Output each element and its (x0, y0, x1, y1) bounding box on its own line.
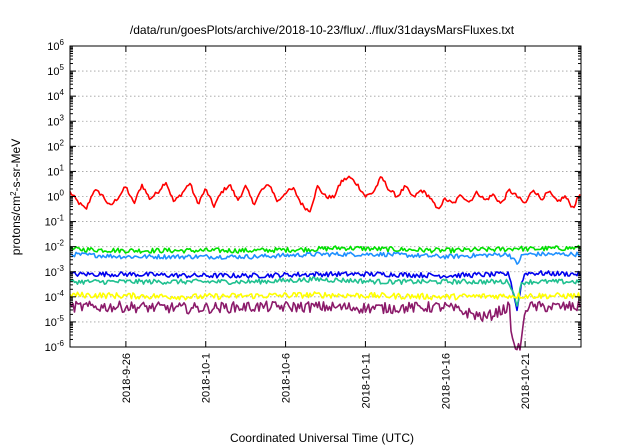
y-tick-label: 10-6 (45, 339, 65, 354)
y-tick-exponent: 3 (60, 113, 65, 122)
y-tick-base: 10 (45, 242, 57, 254)
y-tick-label: 101 (47, 163, 64, 178)
y-tick-exponent: 2 (60, 138, 65, 147)
y-tick-label: 103 (47, 113, 64, 128)
tick-marks (70, 45, 581, 348)
x-tick-label: 2018-10-1 (201, 353, 213, 403)
y-tick-labels: 10-610-510-410-310-210-11001011021031041… (45, 38, 65, 354)
y-tick-base: 10 (47, 116, 59, 128)
series-line-5 (69, 276, 581, 307)
y-tick-label: 10-3 (45, 264, 65, 279)
y-tick-base: 10 (47, 41, 59, 53)
series-line-7 (69, 300, 581, 351)
series-line-2 (69, 244, 581, 254)
x-tick-label: 2018-10-16 (440, 353, 452, 409)
series-line-3 (69, 251, 581, 265)
x-tick-label: 2018-10-11 (360, 353, 372, 408)
x-tick-label: 2018-9-26 (121, 353, 133, 403)
y-tick-label: 106 (47, 38, 64, 53)
y-tick-exponent: 5 (60, 63, 65, 72)
y-tick-base: 10 (45, 292, 57, 304)
y-tick-exponent: -1 (57, 214, 65, 223)
y-tick-label: 102 (47, 138, 64, 153)
x-tick-label: 2018-10-6 (281, 353, 293, 403)
y-axis-title-sup: 2 (9, 191, 18, 196)
series-layer (69, 175, 581, 351)
series-line-1 (69, 175, 581, 213)
x-tick-label: 2018-10-21 (520, 353, 532, 409)
y-tick-exponent: -5 (57, 314, 65, 323)
y-tick-base: 10 (45, 317, 57, 329)
x-axis-title: Coordinated Universal Time (UTC) (230, 431, 414, 445)
y-tick-label: 10-5 (45, 314, 65, 329)
y-axis-title: protons/cm2-s-sr-MeV (9, 139, 23, 255)
y-tick-base: 10 (45, 217, 57, 229)
y-tick-label: 105 (47, 63, 64, 78)
y-tick-base: 10 (47, 166, 59, 178)
series-line-4 (69, 270, 581, 312)
y-tick-label: 104 (47, 88, 64, 103)
x-tick-labels: 2018-9-26 2018-10-1 2018-10-6 2018-10-11 201… (121, 353, 532, 409)
y-tick-exponent: 1 (60, 163, 65, 172)
y-tick-base: 10 (47, 192, 59, 204)
chart-title: /data/run/goesPlots/archive/2018-10-23/f… (130, 23, 515, 37)
y-tick-base: 10 (47, 66, 59, 78)
y-tick-base: 10 (45, 342, 57, 354)
y-tick-exponent: -4 (57, 289, 65, 298)
y-axis-title-rest: -s-sr-MeV (9, 139, 23, 192)
y-tick-exponent: 0 (60, 189, 65, 198)
y-tick-label: 10-2 (45, 239, 65, 254)
y-tick-exponent: 6 (60, 38, 65, 47)
y-tick-exponent: -3 (57, 264, 65, 273)
y-tick-exponent: -2 (57, 239, 65, 248)
series-line-6 (69, 291, 581, 301)
y-tick-base: 10 (45, 267, 57, 279)
y-tick-label: 100 (47, 189, 64, 204)
y-tick-base: 10 (47, 91, 59, 103)
y-tick-base: 10 (47, 141, 59, 153)
y-tick-label: 10-1 (45, 214, 65, 229)
y-axis-title-base: protons/cm (9, 196, 23, 255)
y-tick-exponent: 4 (60, 88, 65, 97)
y-tick-exponent: -6 (57, 339, 65, 348)
y-tick-label: 10-4 (45, 289, 65, 304)
